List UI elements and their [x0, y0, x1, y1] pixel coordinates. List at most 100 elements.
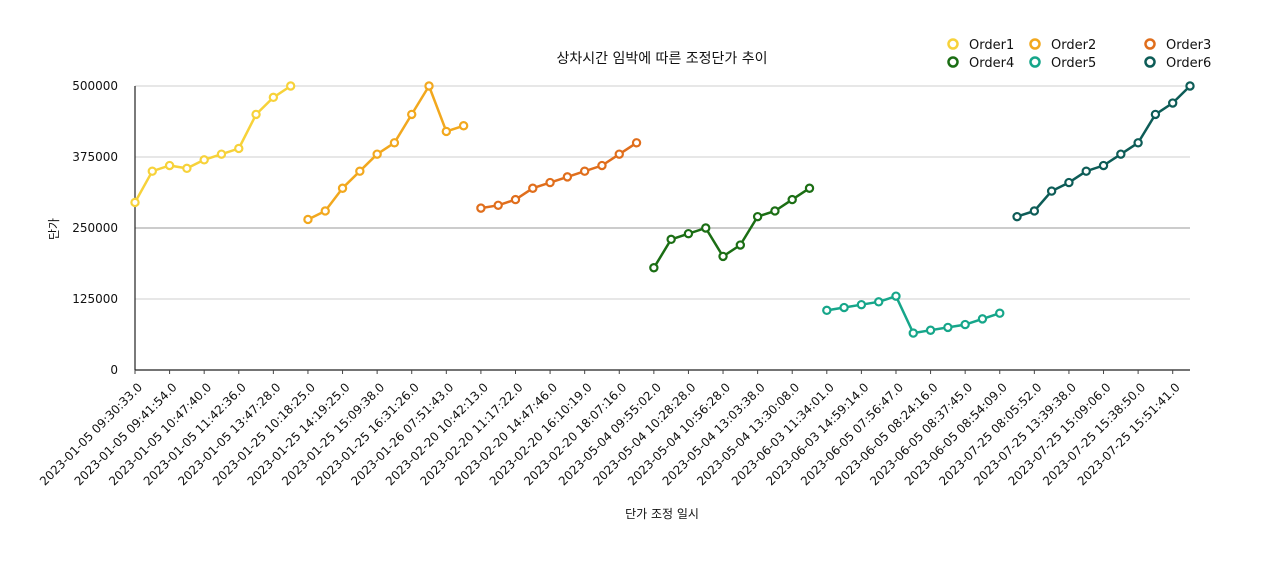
data-point-order3	[631, 138, 642, 148]
data-point-order3	[510, 194, 521, 205]
legend-label: Order5	[1051, 56, 1096, 71]
data-point-order5	[822, 305, 832, 316]
data-point-order1	[164, 160, 175, 171]
data-point-order6	[1168, 98, 1178, 108]
y-axis-label: 단가	[47, 218, 61, 240]
data-point-order6	[1185, 81, 1195, 91]
series-line-order2	[307, 84, 464, 221]
data-point-order4	[701, 223, 711, 233]
data-point-order5	[908, 328, 918, 338]
data-point-order6	[1133, 138, 1143, 148]
data-point-order3	[614, 149, 624, 159]
data-point-order3	[579, 166, 590, 176]
data-point-order3	[597, 160, 607, 171]
data-point-order2	[372, 149, 382, 159]
legend-item-order2: Order2	[1029, 38, 1096, 53]
series-line-order5	[826, 294, 1001, 335]
series-line-order4	[652, 187, 811, 269]
data-point-order1	[216, 149, 227, 159]
data-point-order2	[355, 166, 365, 176]
data-point-order4	[735, 240, 746, 250]
data-point-order3	[476, 203, 486, 213]
y-tick-label: 125000	[72, 292, 118, 306]
data-point-order2	[441, 126, 452, 137]
data-point-order5	[943, 322, 953, 333]
data-point-order2	[407, 109, 417, 120]
legend-item-order3: Order3	[1144, 38, 1211, 53]
data-point-order1	[199, 155, 209, 165]
data-point-order2	[389, 138, 400, 148]
series-line-order3	[480, 141, 638, 210]
data-point-order6	[1098, 160, 1109, 171]
legend-marker	[1144, 56, 1156, 68]
data-point-order2	[320, 206, 330, 216]
data-point-order2	[424, 81, 434, 91]
data-point-order1	[268, 92, 279, 103]
data-point-order2	[337, 183, 348, 193]
chart-title: 상차시간 임박에 따른 조정단가 추이	[557, 51, 768, 67]
data-point-order4	[752, 211, 763, 222]
legend-item-order5: Order5	[1029, 56, 1096, 71]
legend-label: Order6	[1166, 56, 1211, 71]
legend-label: Order1	[969, 38, 1014, 53]
data-point-order6	[1081, 166, 1091, 176]
series-line-order1	[133, 84, 292, 204]
data-point-order1	[234, 143, 244, 154]
data-point-order5	[960, 319, 970, 330]
data-point-order4	[649, 263, 659, 273]
data-point-order5	[925, 325, 936, 335]
series-group	[130, 81, 1195, 338]
data-point-order6	[1046, 186, 1057, 196]
series-line-order6	[1016, 85, 1191, 218]
data-point-order3	[528, 183, 538, 193]
data-point-order4	[787, 194, 797, 205]
data-point-order6	[1064, 177, 1074, 188]
data-point-order4	[718, 251, 728, 262]
legend-item-order6: Order6	[1144, 56, 1211, 71]
legend-item-order4: Order4	[947, 56, 1014, 71]
data-point-order1	[251, 109, 261, 120]
data-point-order1	[130, 197, 140, 208]
data-point-order4	[683, 228, 694, 239]
data-point-order3	[493, 200, 503, 210]
y-tick-label: 0	[110, 363, 118, 377]
y-tick-label: 500000	[72, 79, 118, 93]
data-point-order4	[804, 183, 815, 193]
data-point-order1	[182, 163, 192, 174]
legend-marker	[1029, 38, 1041, 50]
data-point-order5	[856, 299, 867, 310]
gridlines	[134, 85, 1190, 371]
data-point-order5	[839, 302, 849, 313]
legend-marker	[947, 38, 959, 50]
data-point-order4	[770, 206, 780, 216]
data-point-order5	[977, 314, 988, 324]
legend-marker	[947, 56, 959, 68]
data-point-order6	[1012, 211, 1022, 222]
y-tick-label: 375000	[72, 150, 118, 164]
data-point-order1	[147, 166, 157, 176]
data-point-order2	[458, 121, 469, 131]
legend-label: Order4	[969, 56, 1014, 71]
legend-marker	[1144, 38, 1156, 50]
data-point-order1	[285, 81, 296, 91]
data-point-order4	[666, 234, 676, 245]
y-axis-ticks: 0 125000 250000 375000 500000	[72, 79, 118, 377]
x-axis-label: 단가 조정 일시	[625, 507, 699, 521]
legend-label: Order2	[1051, 38, 1096, 53]
data-point-order5	[995, 308, 1005, 318]
data-point-order6	[1150, 109, 1161, 120]
legend: Order1 Order2 Order3 Order4 Order5 Order6	[947, 38, 1211, 71]
data-point-order2	[303, 214, 313, 225]
legend-item-order1: Order1	[947, 38, 1014, 53]
data-point-order3	[562, 172, 573, 182]
data-point-order3	[545, 177, 555, 188]
data-point-order6	[1116, 149, 1126, 159]
legend-label: Order3	[1166, 38, 1211, 53]
legend-marker	[1029, 56, 1041, 68]
y-tick-label: 250000	[72, 221, 118, 235]
data-point-order5	[873, 297, 884, 307]
data-point-order6	[1029, 206, 1040, 216]
